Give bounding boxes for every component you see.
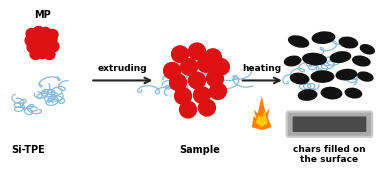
Circle shape bbox=[44, 49, 55, 59]
Circle shape bbox=[180, 101, 197, 118]
Ellipse shape bbox=[311, 70, 335, 83]
Ellipse shape bbox=[344, 88, 362, 99]
Circle shape bbox=[181, 59, 197, 75]
Circle shape bbox=[27, 42, 38, 53]
Text: Sample: Sample bbox=[180, 145, 220, 155]
Circle shape bbox=[37, 48, 48, 59]
Circle shape bbox=[209, 83, 226, 99]
Circle shape bbox=[41, 42, 52, 53]
Ellipse shape bbox=[288, 35, 309, 48]
Circle shape bbox=[198, 99, 215, 116]
Ellipse shape bbox=[352, 55, 371, 67]
Circle shape bbox=[164, 63, 181, 79]
Circle shape bbox=[32, 34, 43, 45]
Circle shape bbox=[197, 56, 214, 72]
Ellipse shape bbox=[290, 73, 310, 84]
Ellipse shape bbox=[297, 89, 318, 101]
Polygon shape bbox=[252, 96, 272, 130]
Circle shape bbox=[40, 27, 51, 38]
Circle shape bbox=[189, 43, 205, 59]
Circle shape bbox=[34, 41, 45, 52]
Ellipse shape bbox=[336, 69, 357, 80]
Circle shape bbox=[172, 46, 189, 63]
Text: heating: heating bbox=[242, 64, 281, 73]
Circle shape bbox=[204, 49, 222, 65]
Circle shape bbox=[33, 27, 44, 37]
Circle shape bbox=[170, 74, 186, 91]
Circle shape bbox=[189, 72, 205, 89]
Ellipse shape bbox=[321, 87, 342, 100]
Ellipse shape bbox=[330, 51, 351, 63]
Text: extruding: extruding bbox=[98, 64, 147, 73]
Ellipse shape bbox=[359, 44, 375, 55]
Circle shape bbox=[48, 41, 59, 52]
Text: MP: MP bbox=[34, 10, 51, 20]
Ellipse shape bbox=[311, 31, 335, 44]
Circle shape bbox=[175, 88, 192, 104]
Ellipse shape bbox=[284, 56, 302, 66]
Circle shape bbox=[194, 87, 211, 103]
Circle shape bbox=[25, 35, 36, 46]
Circle shape bbox=[47, 29, 58, 40]
Text: Si-TPE: Si-TPE bbox=[12, 145, 45, 155]
Ellipse shape bbox=[302, 53, 327, 65]
Text: chars filled on
the surface: chars filled on the surface bbox=[293, 145, 366, 164]
Circle shape bbox=[30, 49, 41, 59]
Circle shape bbox=[212, 59, 229, 75]
Circle shape bbox=[39, 35, 50, 46]
Polygon shape bbox=[256, 112, 268, 127]
Ellipse shape bbox=[357, 71, 373, 82]
Circle shape bbox=[26, 28, 37, 39]
Circle shape bbox=[46, 34, 57, 45]
Circle shape bbox=[206, 70, 223, 87]
FancyBboxPatch shape bbox=[287, 112, 372, 137]
Ellipse shape bbox=[339, 37, 358, 49]
FancyBboxPatch shape bbox=[293, 116, 366, 132]
